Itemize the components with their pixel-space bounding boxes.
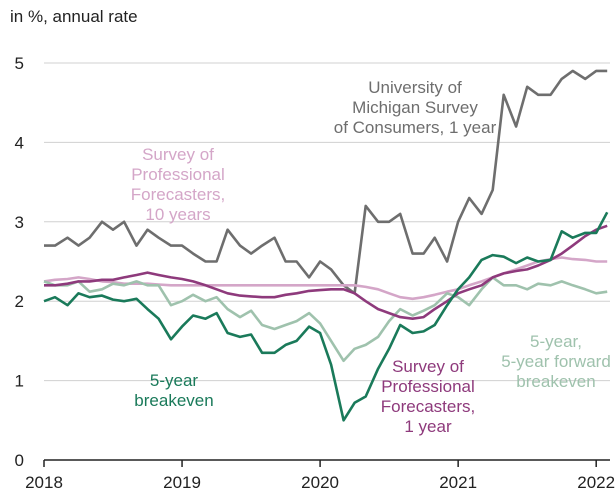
- series-label-line: breakeven: [134, 391, 213, 410]
- series-label-line: 1 year: [404, 417, 452, 436]
- y-tick-label: 3: [15, 213, 24, 232]
- x-tick-label: 2021: [439, 473, 477, 492]
- series-label-line: 10 years: [145, 205, 210, 224]
- series-label-line: Forecasters,: [381, 397, 475, 416]
- x-tick-label: 2022: [577, 473, 615, 492]
- x-tick-label: 2018: [25, 473, 63, 492]
- series-line: [43, 256, 608, 301]
- series-label-line: breakeven: [516, 372, 595, 391]
- series-label: University of Michigan Survey of Consumers…: [334, 78, 497, 137]
- series-label: Survey of Professional Forecasters, 10 year…: [131, 145, 225, 224]
- x-tick-label: 2019: [163, 473, 201, 492]
- x-tick-label: 2020: [301, 473, 339, 492]
- series-label-line: 5-year,: [530, 332, 582, 351]
- series-line: [44, 224, 608, 320]
- series-label: 5-year, 5-year forward breakeven: [501, 332, 611, 391]
- series-label-line: Survey of: [142, 145, 214, 164]
- series-label-line: Professional: [381, 377, 475, 396]
- series-line: [43, 276, 608, 363]
- y-tick-label: 0: [15, 451, 24, 470]
- series-label: Survey of Professional Forecasters, 1 year: [381, 357, 475, 436]
- y-tick-label: 4: [15, 133, 24, 152]
- series-line: [43, 211, 609, 422]
- y-tick-label: 2: [15, 292, 24, 311]
- series-label-line: of Consumers, 1 year: [334, 118, 497, 137]
- series-label-line: Professional: [131, 165, 225, 184]
- y-tick-label: 1: [15, 372, 24, 391]
- series-line: [44, 69, 608, 295]
- y-axis-label: in %, annual rate: [10, 7, 138, 26]
- series-label-line: University of: [368, 78, 462, 97]
- series-label-line: 5-year: [150, 371, 199, 390]
- series-label: 5-year breakeven: [134, 371, 213, 410]
- series-label-line: Forecasters,: [131, 185, 225, 204]
- series-label-line: Michigan Survey: [352, 98, 478, 117]
- series-label-line: 5-year forward: [501, 352, 611, 371]
- y-tick-label: 5: [15, 54, 24, 73]
- series-label-line: Survey of: [392, 357, 464, 376]
